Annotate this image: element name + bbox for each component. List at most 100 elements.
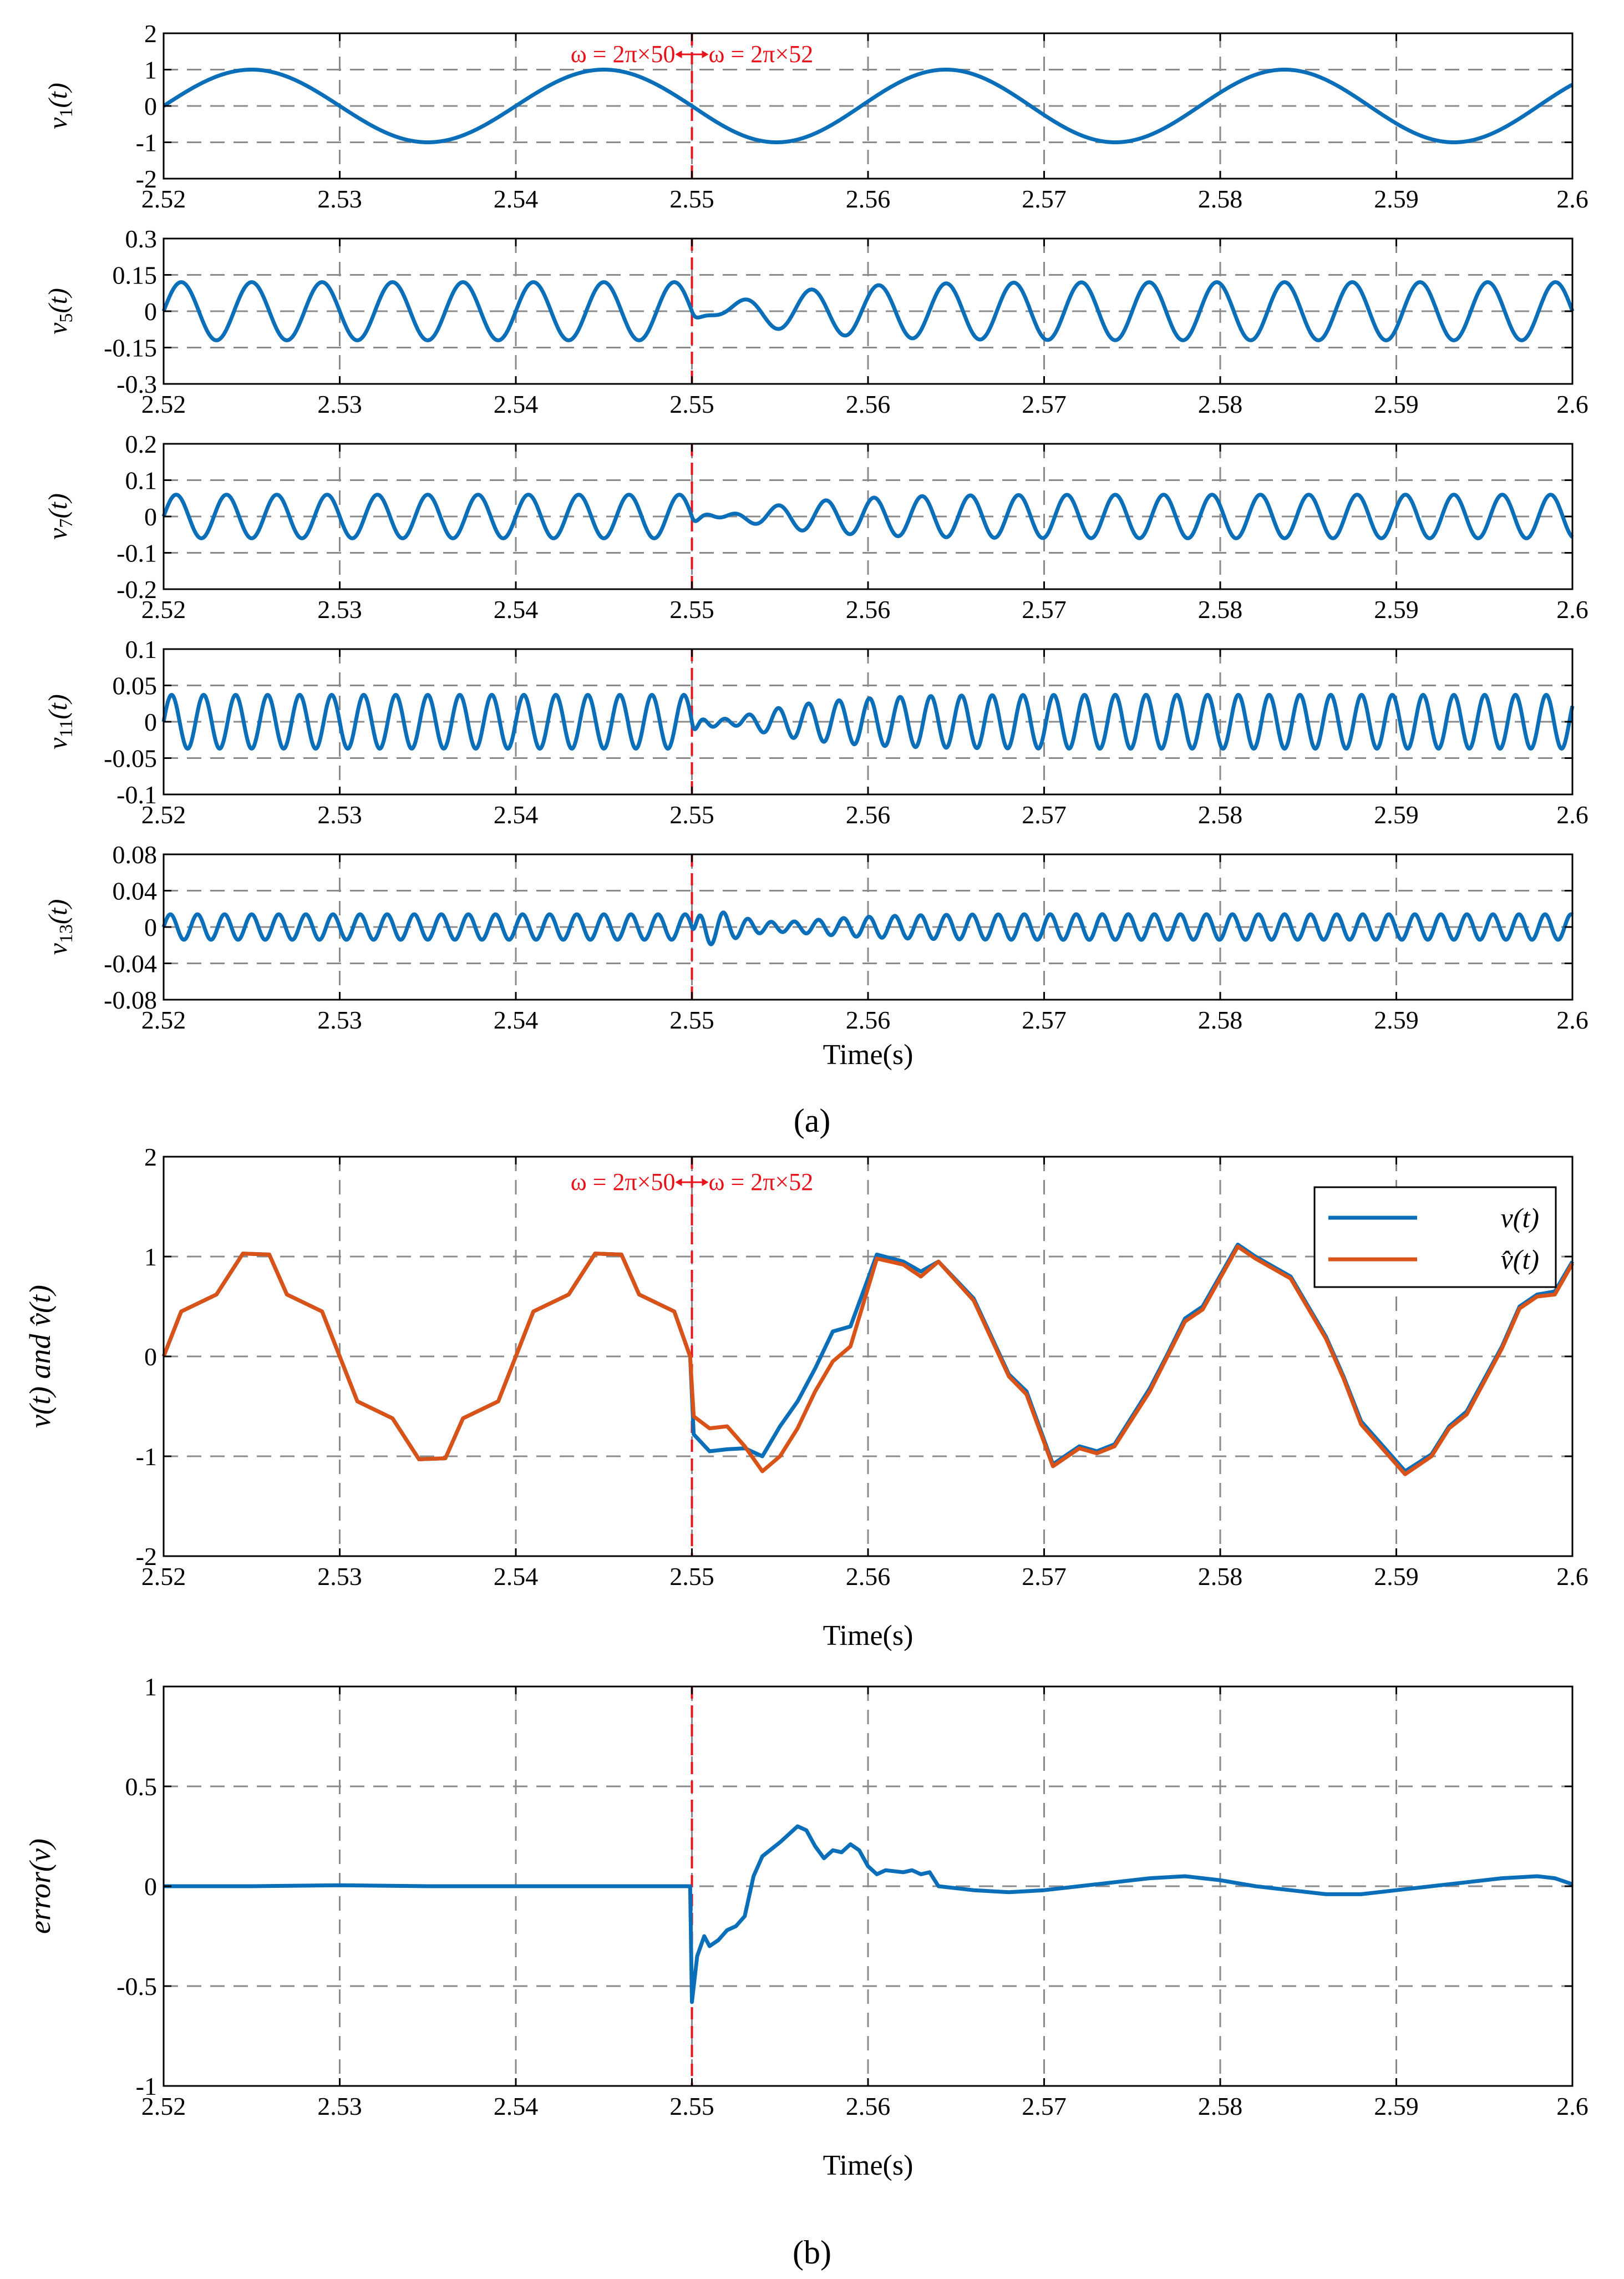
- x-tick-label: 2.53: [317, 801, 362, 829]
- y-tick-label: 0: [144, 1872, 157, 1901]
- x-tick-label: 2.57: [1022, 185, 1067, 213]
- x-tick-label: 2.58: [1198, 1006, 1243, 1034]
- x-tick-label: 2.59: [1374, 185, 1419, 213]
- x-tick-label: 2.58: [1198, 185, 1243, 213]
- y-tick-label: 1: [144, 1243, 157, 1271]
- panels: 2.52 2.53 2.54 2.55 2.56 2.57 2.58 2.59 2.6 2 1 0 -1…: [23, 19, 1589, 2181]
- chart-v13: 2.52 2.53 2.54 2.55 2.56 2.57 2.58 2.59 2.6 0.08 0…: [43, 840, 1589, 1071]
- x-tick-label: 2.57: [1022, 1562, 1067, 1591]
- x-tick-label: 2.6: [1556, 2092, 1589, 2120]
- x-tick-label: 2.52: [141, 801, 186, 829]
- x-tick-label: 2.52: [141, 1006, 186, 1034]
- x-tick-label: 2.58: [1198, 2092, 1243, 2120]
- y-tick-label: 1: [144, 1673, 157, 1701]
- y-axis-label: v1(t): [43, 83, 77, 129]
- y-tick-label: 0.5: [125, 1772, 158, 1801]
- x-tick-label: 2.52: [141, 595, 186, 624]
- x-tick-label: 2.6: [1556, 185, 1589, 213]
- legend-box: [1313, 1186, 1557, 1288]
- x-tick-label: 2.57: [1022, 595, 1067, 624]
- chart-v1: 2.52 2.53 2.54 2.55 2.56 2.57 2.58 2.59 2.6 2 1 0 -1…: [43, 19, 1589, 213]
- y-tick-label: 0: [144, 92, 157, 120]
- x-tick-label: 2.58: [1198, 595, 1243, 624]
- y-tick-label: -0.04: [104, 950, 157, 978]
- x-tick-label: 2.56: [846, 1562, 891, 1591]
- legend-label: v(t): [1501, 1202, 1539, 1233]
- y-tick-label: 0.08: [113, 840, 158, 869]
- chart-vtotal: 2.52 2.53 2.54 2.55 2.56 2.57 2.58 2.59 2.6 2 1 0 -1…: [23, 1143, 1589, 1652]
- y-axis-label: v13(t): [43, 899, 77, 955]
- x-tick-label: 2.53: [317, 595, 362, 624]
- y-tick-label: -0.1: [116, 781, 157, 809]
- annotation-right: ω = 2π×52: [709, 1168, 814, 1196]
- x-tick-label: 2.6: [1556, 595, 1589, 624]
- x-tick-label: 2.56: [846, 390, 891, 418]
- x-tick-label: 2.59: [1374, 390, 1419, 418]
- x-tick-label: 2.57: [1022, 1006, 1067, 1034]
- chart-v7: 2.52 2.53 2.54 2.55 2.56 2.57 2.58 2.59 2.6 0.2 0.…: [43, 430, 1589, 624]
- series-line-v5-0: [161, 280, 1575, 342]
- y-tick-label: 0: [144, 1343, 157, 1371]
- legend: v(t) v̂(t): [1313, 1186, 1557, 1288]
- y-tick-label: -0.1: [116, 539, 157, 568]
- x-tick-label: 2.52: [141, 1562, 186, 1591]
- x-tick-label: 2.53: [317, 1562, 362, 1591]
- y-tick-label: -0.08: [104, 986, 157, 1014]
- x-tick-label: 2.56: [846, 801, 891, 829]
- y-tick-label: 0: [144, 297, 157, 326]
- x-tick-label: 2.58: [1198, 801, 1243, 829]
- x-tick-label: 2.55: [669, 2092, 714, 2120]
- y-tick-label: -1: [136, 2072, 157, 2100]
- y-tick-label: 2: [144, 19, 157, 48]
- x-tick-label: 2.56: [846, 185, 891, 213]
- arrow-head-right: [702, 1178, 709, 1186]
- x-tick-label: 2.6: [1556, 1562, 1589, 1591]
- y-axis-label: v(t) and v̂(t): [23, 1285, 57, 1428]
- x-tick-label: 2.59: [1374, 1006, 1419, 1034]
- x-tick-label: 2.52: [141, 2092, 186, 2120]
- y-tick-label: -0.2: [116, 575, 157, 604]
- y-axis-label: error(v): [23, 1839, 57, 1934]
- arrow-head-left: [675, 1178, 682, 1186]
- x-tick-label: 2.59: [1374, 2092, 1419, 2120]
- series-line-v13-0: [161, 910, 1574, 946]
- x-tick-label: 2.56: [846, 2092, 891, 2120]
- y-tick-label: 0.3: [125, 225, 158, 253]
- y-tick-label: 0.04: [113, 877, 158, 905]
- x-tick-label: 2.59: [1374, 801, 1419, 829]
- y-tick-label: 0.1: [125, 635, 158, 664]
- x-tick-label: 2.53: [317, 2092, 362, 2120]
- annotation-left: ω = 2π×50: [571, 40, 676, 68]
- y-tick-label: -0.15: [104, 334, 157, 362]
- x-tick-label: 2.53: [317, 1006, 362, 1034]
- x-tick-label: 2.55: [669, 1006, 714, 1034]
- x-tick-label: 2.53: [317, 390, 362, 418]
- x-tick-label: 2.52: [141, 390, 186, 418]
- arrow-head-left: [675, 50, 682, 58]
- x-tick-label: 2.54: [494, 185, 539, 213]
- x-tick-label: 2.54: [494, 801, 539, 829]
- x-axis-label: Time(s): [823, 1620, 913, 1652]
- x-tick-label: 2.58: [1198, 390, 1243, 418]
- x-tick-label: 2.6: [1556, 801, 1589, 829]
- x-axis-label: Time(s): [823, 1039, 913, 1071]
- x-tick-label: 2.54: [494, 390, 539, 418]
- legend-label: v̂(t): [1501, 1244, 1539, 1275]
- chart-v5: 2.52 2.53 2.54 2.55 2.56 2.57 2.58 2.59 2.6 0.3 0.…: [43, 225, 1589, 418]
- x-tick-label: 2.57: [1022, 2092, 1067, 2120]
- caption-b: (b): [793, 2234, 831, 2271]
- y-tick-label: 0.2: [125, 430, 158, 458]
- x-tick-label: 2.57: [1022, 801, 1067, 829]
- x-tick-label: 2.59: [1374, 595, 1419, 624]
- x-tick-label: 2.53: [317, 185, 362, 213]
- y-tick-label: 2: [144, 1143, 157, 1171]
- annotation-left: ω = 2π×50: [571, 1168, 676, 1196]
- x-tick-label: 2.55: [669, 595, 714, 624]
- series-line-error-0: [164, 1824, 1574, 2004]
- y-tick-label: -0.5: [116, 1972, 157, 2001]
- y-tick-label: -0.05: [104, 745, 157, 773]
- x-tick-label: 2.6: [1556, 390, 1589, 418]
- x-tick-label: 2.56: [846, 1006, 891, 1034]
- x-axis-label: Time(s): [823, 2150, 913, 2181]
